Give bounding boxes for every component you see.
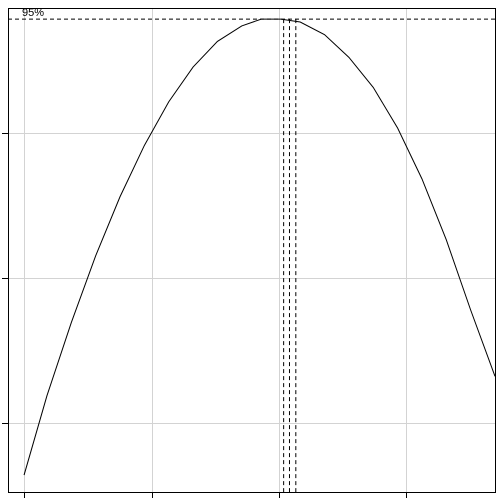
reference-lines <box>8 18 495 492</box>
gridlines <box>8 8 495 492</box>
series-line-0 <box>23 18 496 476</box>
series-group <box>23 18 496 476</box>
plot-panel-border <box>8 8 496 493</box>
confidence-level-label: 95% <box>22 7 44 19</box>
axis-ticks <box>2 133 407 498</box>
